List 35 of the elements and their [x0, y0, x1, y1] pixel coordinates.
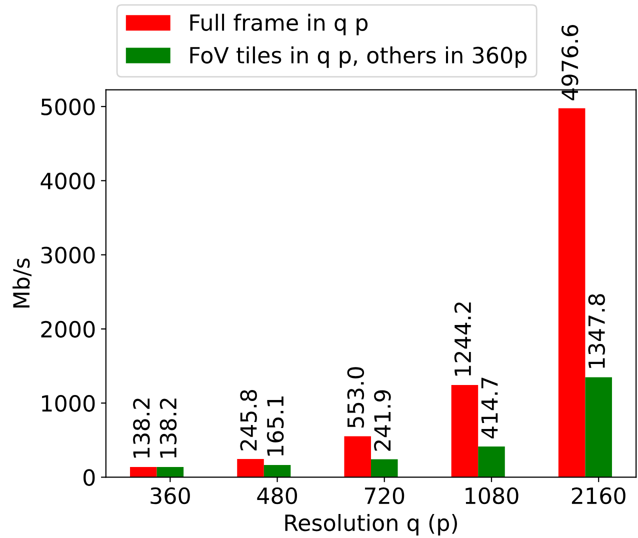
- legend-label: Full frame in q p: [190, 14, 368, 36]
- y-tick-label: 1000: [42, 395, 95, 412]
- data-label: 165.1: [266, 396, 284, 456]
- x-tick-label: 360: [150, 487, 190, 504]
- x-axis-title: Resolution q (p): [285, 514, 457, 536]
- bar: [451, 384, 478, 478]
- bar: [156, 466, 184, 478]
- data-label: 245.8: [240, 390, 257, 450]
- x-tick-label: 1080: [466, 487, 518, 504]
- bar: [264, 464, 291, 478]
- legend-label: FoV tiles in q p, others in 360p: [190, 46, 527, 68]
- bar: [370, 459, 398, 478]
- data-label: 553.0: [347, 367, 364, 428]
- bar: [478, 446, 505, 478]
- bar: [585, 377, 612, 478]
- data-label: 1244.2: [454, 302, 471, 376]
- y-axis-title: Mb/s: [12, 258, 32, 308]
- y-tick-label: 0: [84, 469, 95, 486]
- data-label: 138.2: [160, 398, 177, 458]
- data-label: 241.9: [374, 390, 391, 451]
- bar: [237, 458, 264, 478]
- data-label: 4976.6: [561, 24, 578, 100]
- y-tick-label: 4000: [40, 172, 95, 190]
- data-label: 138.2: [133, 398, 150, 458]
- x-tick-label: 480: [257, 487, 298, 504]
- y-tick-label: 3000: [41, 246, 95, 264]
- data-label: 1347.8: [588, 294, 606, 368]
- x-tick-label: 2160: [572, 487, 626, 504]
- bar: [344, 436, 371, 478]
- x-tick-label: 720: [365, 487, 404, 504]
- bar: [130, 466, 157, 478]
- data-label: 414.7: [481, 378, 498, 438]
- y-tick-label: 5000: [41, 98, 95, 116]
- y-tick-label: 2000: [41, 320, 95, 338]
- bar: [558, 108, 586, 478]
